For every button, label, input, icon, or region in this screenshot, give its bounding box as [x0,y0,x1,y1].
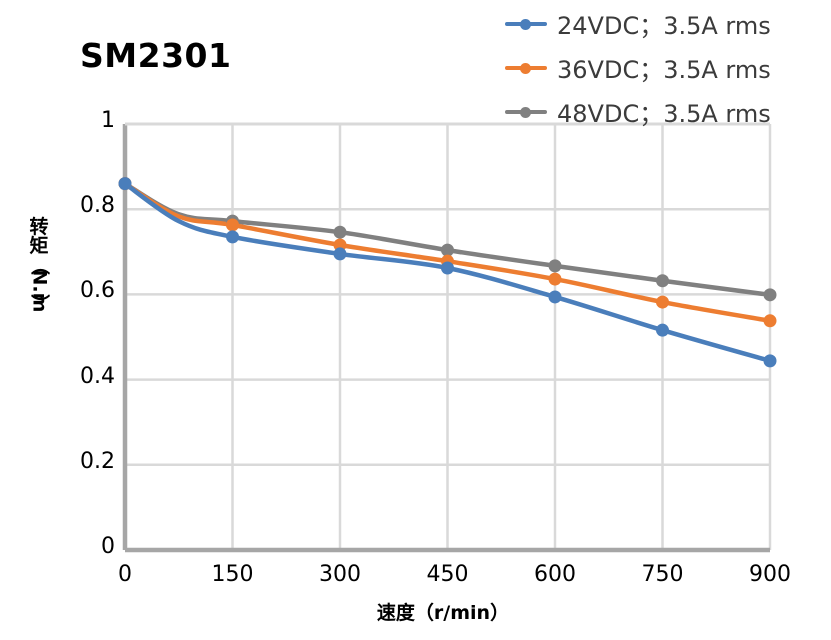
x-axis-title-text: 速度（r/min） [376,602,510,624]
data-point-marker [548,259,562,273]
legend-label-48vdc: 48VDC；3.5A rms [557,100,771,128]
legend-label-24vdc: 24VDC；3.5A rms [557,12,771,40]
legend-swatch-36vdc [505,61,547,75]
data-point-marker [763,314,777,328]
y-tick-label: 0.4 [80,363,115,389]
data-point-marker [441,243,454,257]
y-tick-label: 0.6 [80,278,115,304]
data-point-marker [656,274,669,288]
x-axis-title: 速度（r/min） [0,598,831,625]
data-point-marker [548,290,562,304]
y-axis-tick-labels: 0 0.2 0.4 0.6 0.8 1 [30,0,115,640]
legend-swatch-24vdc [505,17,547,31]
chart-title: SM2301 [80,36,232,75]
chart-legend: 24VDC；3.5A rms 36VDC；3.5A rms 48VDC；3.5A… [505,6,771,129]
y-tick-label: 0.8 [80,193,115,219]
y-tick-label: 0 [101,534,115,559]
data-point-marker [548,272,562,286]
legend-label-36vdc: 36VDC；3.5A rms [557,56,771,84]
data-point-marker [226,230,239,244]
data-point-marker [333,247,347,261]
legend-item-36vdc[interactable]: 36VDC；3.5A rms [505,50,771,85]
data-point-marker [763,288,777,302]
data-point-marker [333,238,347,252]
data-point-marker [226,218,239,232]
data-point-marker [118,177,132,191]
data-point-marker [333,225,347,239]
x-tick-label: 750 [641,562,684,587]
y-axis-title-char-1: 转 [29,216,49,238]
x-tick-label: 600 [534,562,576,587]
y-tick-label: 0.2 [80,448,115,474]
legend-item-48vdc[interactable]: 48VDC；3.5A rms [505,94,771,129]
y-axis-title: 转 矩 （ N.m ） [24,216,54,314]
legend-item-24vdc[interactable]: 24VDC；3.5A rms [505,6,771,41]
data-point-marker [763,354,777,368]
y-axis-title-char-2: 矩 [29,235,49,257]
x-tick-label: 450 [426,562,469,587]
x-tick-label: 0 [118,562,132,587]
y-tick-label: 1 [101,108,115,133]
x-tick-label: 300 [319,562,361,587]
x-tick-label: 900 [749,562,791,587]
data-point-marker [656,323,669,337]
x-tick-label: 150 [211,562,254,587]
data-point-marker [441,261,454,275]
legend-swatch-48vdc [505,105,547,119]
data-point-marker [656,295,669,309]
x-axis-tick-labels: 0 150 300 450 600 750 900 [0,558,831,598]
